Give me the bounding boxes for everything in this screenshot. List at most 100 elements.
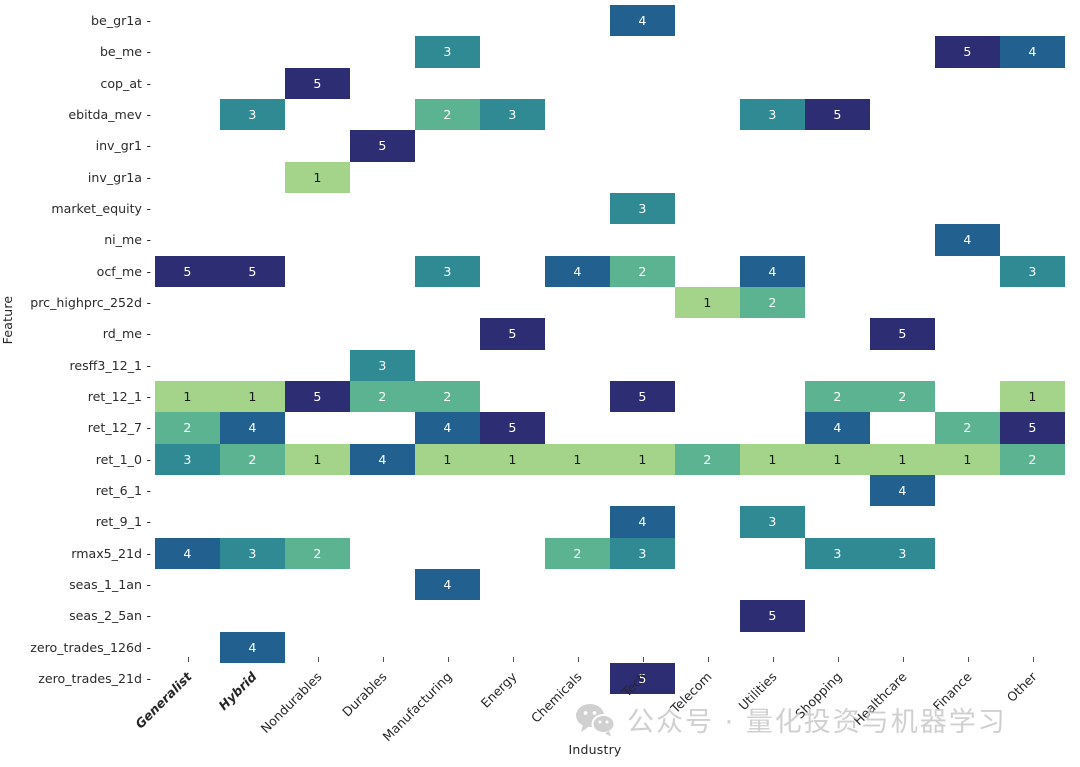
heatmap-cell: 1 xyxy=(155,380,220,413)
heatmap-cell: 1 xyxy=(285,161,350,193)
y-axis-tick-ebitda_mev: ebitda_mev xyxy=(68,106,142,122)
y-axis-tick-inv_gr1a: inv_gr1a xyxy=(87,169,142,185)
x-axis-tick-shopping: Shopping xyxy=(791,669,845,722)
x-axis-tick-hybrid: Hybrid xyxy=(215,669,260,714)
y-axis-tick-mark: - xyxy=(146,75,151,91)
y-axis-tick-mark: - xyxy=(146,482,151,498)
heatmap-cell: 2 xyxy=(675,443,740,475)
heatmap-cell: 2 xyxy=(415,98,480,131)
heatmap-cell: 1 xyxy=(480,443,545,475)
x-axis-tick-mark xyxy=(967,657,969,662)
y-axis-tick-zero_trades_21d: zero_trades_21d xyxy=(38,670,142,686)
y-axis-tick-mark: - xyxy=(146,169,151,185)
y-axis-tick-rd_me: rd_me xyxy=(102,326,142,342)
x-axis-tick-mark xyxy=(577,657,579,662)
heatmap-cell: 4 xyxy=(350,443,415,475)
heatmap-cell: 2 xyxy=(610,255,675,287)
heatmap-cell: 4 xyxy=(415,412,480,444)
heatmap-cell: 3 xyxy=(415,255,480,287)
heatmap-cell: 4 xyxy=(805,412,870,444)
heatmap-cell: 2 xyxy=(805,380,870,413)
y-axis-tick-prc_highprc_252d: prc_highprc_252d xyxy=(30,294,142,310)
x-axis-tick-mark xyxy=(512,657,514,662)
x-axis-tick-mark xyxy=(187,657,189,662)
y-axis-tick-mark: - xyxy=(146,670,151,686)
heatmap-cell: 3 xyxy=(870,537,935,569)
heatmap-cell: 5 xyxy=(220,255,285,287)
x-axis-tick-durables: Durables xyxy=(338,669,390,720)
heatmap-cell: 3 xyxy=(805,537,870,569)
y-axis-tick-mark: - xyxy=(146,576,151,592)
heatmap-cell: 3 xyxy=(220,537,285,569)
y-axis-tick-ret_1_0: ret_1_0 xyxy=(95,451,142,467)
y-axis-tick-mark: - xyxy=(146,44,151,60)
x-axis-tick-chemicals: Chemicals xyxy=(527,669,585,726)
heatmap-cell: 1 xyxy=(220,380,285,413)
y-axis-tick-mark: - xyxy=(146,388,151,404)
y-axis-tick-mark: - xyxy=(146,294,151,310)
heatmap-cell: 1 xyxy=(870,443,935,475)
heatmap-cell: 2 xyxy=(545,537,610,569)
y-axis-tick-mark: - xyxy=(146,232,151,248)
x-axis-tick-labels: Generalist Hybrid Nondurables Durables Manuf… xyxy=(132,657,1065,744)
y-axis-tick-mark: - xyxy=(146,263,151,279)
heatmap-cell: 5 xyxy=(610,662,675,695)
x-axis-tick-mark xyxy=(447,657,449,662)
heatmap-cell: 5 xyxy=(610,380,675,413)
heatmap-cell: 4 xyxy=(415,568,480,601)
y-axis-tick-seas_2_5an: seas_2_5an xyxy=(69,608,142,624)
heatmap-cell: 1 xyxy=(675,286,740,319)
heatmap-cell: 1 xyxy=(740,443,805,475)
y-axis-tick-ret_12_7: ret_12_7 xyxy=(87,420,142,436)
x-axis-tick-energy: Energy xyxy=(477,669,520,711)
heatmap-cell: 1 xyxy=(935,443,1000,475)
y-axis-tick-ocf_me: ocf_me xyxy=(96,263,142,279)
x-axis-tick-other: Other xyxy=(1003,669,1040,705)
x-axis-label-text: Industry xyxy=(568,742,622,757)
y-axis-tick-mark: - xyxy=(146,451,151,467)
y-axis-tick-be_me: be_me xyxy=(99,44,142,60)
y-axis-tick-seas_1_1an: seas_1_1an xyxy=(69,576,142,592)
heatmap-cell: 2 xyxy=(870,380,935,413)
heatmap-cell: 1 xyxy=(545,443,610,475)
y-axis-tick-mark: - xyxy=(146,326,151,342)
y-axis-tick-ret_9_1: ret_9_1 xyxy=(95,514,142,530)
y-axis-tick-mark: - xyxy=(146,639,151,655)
y-axis-tick-ni_me: ni_me xyxy=(104,232,142,248)
heatmap-cell: 4 xyxy=(220,412,285,444)
heatmap-cell: 3 xyxy=(610,192,675,225)
heatmap-cell: 2 xyxy=(220,443,285,475)
wechat-icon xyxy=(576,703,615,736)
heatmap-cell: 3 xyxy=(480,98,545,131)
heatmap-cell: 1 xyxy=(805,443,870,475)
x-axis-tick-mark xyxy=(902,657,904,662)
x-axis-tick-mark xyxy=(382,657,384,662)
x-axis-tick-manufacturing: Manufacturing xyxy=(379,669,455,745)
heatmap-cell: 3 xyxy=(610,537,675,569)
y-axis-tick-mark: - xyxy=(146,545,151,561)
x-axis-tick-healthcare: Healthcare xyxy=(849,669,910,729)
heatmap-cell: 4 xyxy=(935,224,1000,256)
y-axis-tick-ret_12_1: ret_12_1 xyxy=(87,388,142,404)
heatmap-cell: 1 xyxy=(610,443,675,475)
y-axis-tick-zero_trades_126d: zero_trades_126d xyxy=(30,639,142,655)
x-axis-tick-nondurables: Nondurables xyxy=(257,669,325,737)
heatmap-cell: 4 xyxy=(740,255,805,287)
y-axis-tick-inv_gr1: inv_gr1 xyxy=(95,138,142,154)
heatmap-cell: 4 xyxy=(1000,36,1065,68)
y-axis-tick-ret_6_1: ret_6_1 xyxy=(95,482,142,498)
x-axis-tick-utilities: Utilities xyxy=(734,669,780,714)
heatmap-cell: 4 xyxy=(545,255,610,287)
heatmap-cell: 3 xyxy=(415,36,480,68)
heatmap-cell: 3 xyxy=(350,349,415,381)
y-axis-tick-resff3_12_1: resff3_12_1 xyxy=(69,357,142,373)
heatmap-cell: 2 xyxy=(155,412,220,444)
heatmap-cell: 3 xyxy=(740,506,805,538)
heatmap-cell: 5 xyxy=(1000,412,1065,444)
heatmap-cell: 3 xyxy=(155,443,220,475)
y-axis-tick-cop_at: cop_at xyxy=(100,75,142,91)
heatmap-cell: 4 xyxy=(155,537,220,569)
x-axis-tick-mark xyxy=(252,657,254,662)
heatmap-cell: 2 xyxy=(285,537,350,569)
